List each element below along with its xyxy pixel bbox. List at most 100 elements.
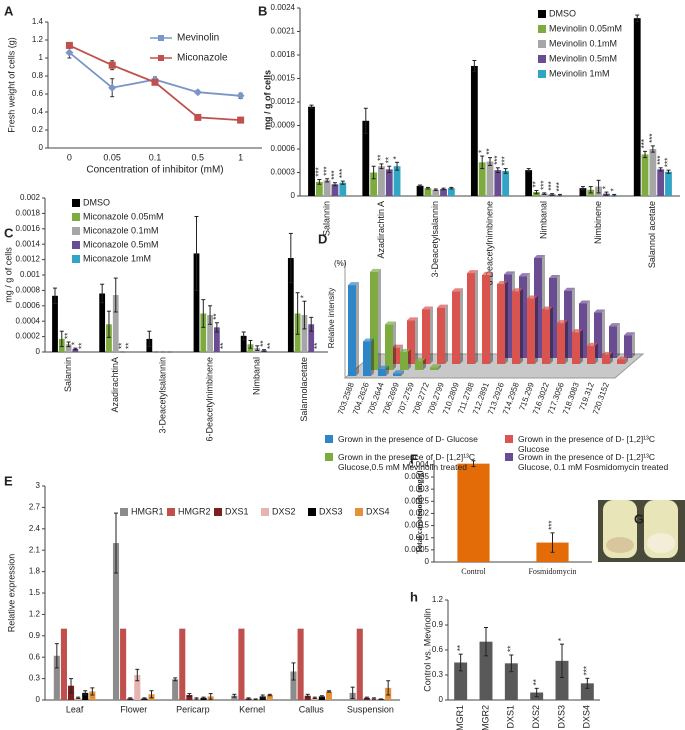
legend-label: HMGR1 [131, 506, 164, 516]
x-tick-label: HMGR1 [455, 705, 465, 730]
y-tick-label: 0.0025 [405, 496, 430, 505]
legend-label: Miconazole 0.5mM [83, 239, 159, 249]
error-bar [309, 316, 314, 332]
bar [527, 295, 538, 364]
bar-side [625, 356, 628, 364]
error-bar [596, 179, 601, 194]
legend-label: Mevinolin [177, 33, 219, 44]
bar-top [385, 321, 396, 325]
x-tick-label: Flower [120, 704, 147, 714]
y-tick-label: 0.0012 [16, 255, 41, 264]
y-axis-unit: (%) [334, 259, 347, 268]
significance: ** [384, 157, 393, 163]
point [108, 61, 116, 69]
y-tick-label: 0.0012 [271, 97, 296, 106]
y-tick-label: 2.1 [29, 545, 41, 554]
bar-side [438, 364, 441, 370]
y-tick-label: 0.0018 [16, 209, 41, 218]
bar-front [378, 368, 386, 376]
bar-front [549, 278, 557, 358]
significance: *** [648, 134, 657, 143]
bar [525, 170, 533, 196]
error-bar [472, 59, 477, 72]
y-tick-label: 0.001 [409, 533, 430, 542]
legend-swatch [72, 255, 80, 263]
bar-front [587, 345, 595, 364]
bar [287, 258, 294, 352]
bar-top [527, 295, 538, 299]
bar-front [504, 274, 512, 358]
legend-swatch [505, 453, 513, 461]
bar-side [378, 268, 381, 370]
point [194, 113, 202, 121]
legend-label: Mevinolin 0.1mM [549, 38, 617, 48]
error-bar [106, 310, 111, 338]
y-tick-label: 0.0006 [16, 301, 41, 310]
x-tick-label: Kernel [239, 704, 265, 714]
bar [494, 170, 502, 196]
bar [579, 188, 587, 196]
error-bar [262, 349, 267, 352]
bar [315, 181, 323, 196]
error-bar [187, 693, 192, 697]
bar-top [482, 271, 493, 275]
bar [497, 281, 508, 364]
bar [542, 306, 553, 364]
y-tick-label: 0.0018 [271, 50, 296, 59]
error-bar [340, 180, 345, 185]
bar-top [422, 306, 433, 310]
bar [323, 180, 331, 196]
bar-front [363, 341, 371, 376]
significance: ** [485, 148, 494, 154]
x-tick-label: Nimbanal [539, 201, 549, 239]
error-bar [76, 696, 81, 700]
bar-side [371, 338, 374, 376]
bar-top [542, 306, 553, 310]
bar [348, 282, 359, 376]
significance: *** [555, 182, 564, 191]
error-bar [433, 188, 438, 192]
error-bar [147, 330, 152, 348]
error-bar [267, 693, 272, 697]
legend-swatch [538, 25, 546, 33]
error-bar [643, 150, 648, 159]
bar [422, 306, 433, 364]
bar [587, 342, 598, 364]
error-bar [379, 698, 384, 701]
bar [186, 695, 193, 700]
error-bar [73, 347, 78, 351]
error-bar [363, 107, 368, 134]
error-bar [379, 163, 384, 170]
legend-swatch [158, 35, 164, 41]
error-bar [114, 512, 118, 574]
y-tick-label: 0.002 [20, 193, 41, 202]
bar [407, 317, 418, 364]
bar-top [594, 309, 605, 313]
legend-label: Mevinolin 0.05mM [549, 23, 622, 33]
y-tick-label: 0.0014 [16, 239, 41, 248]
significance: *** [640, 139, 649, 148]
legend-label: Mevinolin 0.5mM [549, 53, 617, 63]
bar-side [393, 321, 396, 370]
error-bar [364, 696, 369, 700]
y-tick-label: 0 [39, 143, 44, 152]
bar [356, 628, 363, 700]
error-bar [149, 690, 154, 699]
x-tick-label: 0.1 [149, 152, 162, 162]
error-bar [83, 690, 88, 696]
bar-top [393, 370, 404, 374]
legend-swatch [120, 508, 128, 516]
error-bar [658, 167, 663, 172]
bar [240, 335, 247, 352]
error-bar [495, 167, 500, 173]
bar [378, 166, 385, 196]
legend-label: Miconazole [177, 53, 228, 64]
y-axis-title: Relative expression [6, 554, 16, 633]
bar [308, 324, 315, 352]
y-tick-label: 0.0015 [271, 74, 296, 83]
significance: *** [322, 166, 331, 175]
legend-label: DXS2 [272, 506, 296, 516]
error-bar [503, 168, 508, 174]
y-tick-label: 0 [439, 695, 444, 704]
